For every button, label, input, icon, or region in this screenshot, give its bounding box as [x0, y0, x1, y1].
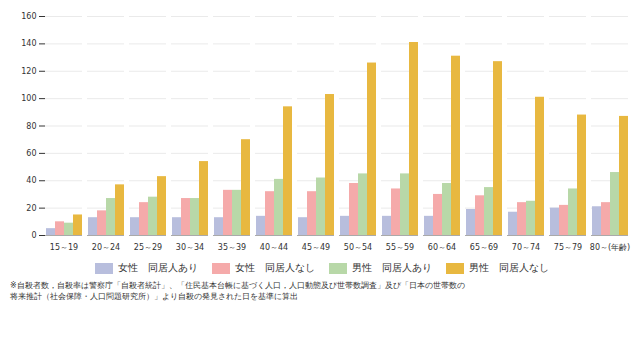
svg-text:55～59: 55～59 — [386, 243, 414, 252]
html-text:女性 同居人なし: 女性 同居人なし — [234, 262, 315, 273]
svg-text:20: 20 — [26, 204, 36, 213]
svg-text:80: 80 — [26, 122, 36, 131]
svg-text:15～19: 15～19 — [50, 243, 78, 252]
html-text:男性 同居人なし: 男性 同居人なし — [468, 262, 549, 273]
svg-text:65～69: 65～69 — [470, 243, 498, 252]
svg-text:140: 140 — [21, 39, 36, 48]
svg-text:20～24: 20～24 — [92, 243, 120, 252]
html-text:※自殺者数，自殺率は警察庁「自殺者統計」、「住民基本台帳に基: ※自殺者数，自殺率は警察庁「自殺者統計」、「住民基本台帳に基づく人口，人口動態及… — [10, 281, 465, 290]
svg-text:45～49: 45～49 — [302, 243, 330, 252]
svg-text:25～29: 25～29 — [134, 243, 162, 252]
html-text:将来推計（社会保障・人口問題研究所）」より自殺の発見された日: 将来推計（社会保障・人口問題研究所）」より自殺の発見された日を基準に算出 — [10, 291, 298, 301]
svg-text:40～44: 40～44 — [260, 243, 288, 252]
svg-text:40: 40 — [26, 176, 36, 185]
svg-text:75～79: 75～79 — [554, 243, 582, 252]
svg-text:0: 0 — [31, 231, 36, 240]
svg-text:60: 60 — [26, 149, 36, 158]
svg-text:60～64: 60～64 — [428, 243, 456, 252]
svg-text:80～(年齢): 80～(年齢) — [590, 243, 630, 252]
svg-text:35～39: 35～39 — [218, 243, 246, 252]
html-text:女性 同居人あり: 女性 同居人あり — [117, 262, 198, 273]
svg-text:100: 100 — [21, 94, 36, 103]
svg-text:50～54: 50～54 — [344, 243, 372, 252]
html-text:男性 同居人あり: 男性 同居人あり — [351, 262, 432, 273]
svg-text:70～74: 70～74 — [512, 243, 540, 252]
svg-text:120: 120 — [21, 67, 36, 76]
svg-text:30～34: 30～34 — [176, 243, 204, 252]
svg-text:160: 160 — [21, 12, 36, 21]
